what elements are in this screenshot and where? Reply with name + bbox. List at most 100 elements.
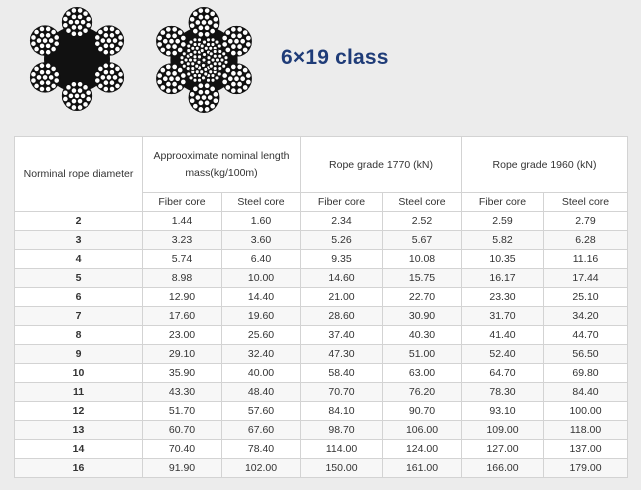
table-cell: 25.60 xyxy=(221,325,301,345)
table-cell: 3.60 xyxy=(221,230,301,250)
table-cell: 161.00 xyxy=(382,458,462,478)
table-cell: 60.70 xyxy=(142,420,222,440)
table-cell: 1.60 xyxy=(221,211,301,231)
table-cell: 98.70 xyxy=(300,420,383,440)
page-title: 6×19 class xyxy=(281,46,389,69)
cell-diameter: 12 xyxy=(14,401,143,421)
table-cell: 5.67 xyxy=(382,230,462,250)
table-cell: 12.90 xyxy=(142,287,222,307)
table-row: 9 29.10 32.40 47.30 51.00 52.40 56.50 xyxy=(14,344,628,364)
table-cell: 93.10 xyxy=(461,401,544,421)
table-cell: 23.00 xyxy=(142,325,222,345)
table-cell: 56.50 xyxy=(543,344,628,364)
subheader-1960-steel: Steel core xyxy=(543,192,628,212)
cell-diameter: 5 xyxy=(14,268,143,288)
table-cell: 118.00 xyxy=(543,420,628,440)
table-cell: 25.10 xyxy=(543,287,628,307)
cell-diameter: 16 xyxy=(14,458,143,478)
cell-diameter: 6 xyxy=(14,287,143,307)
table-row: 2 1.44 1.60 2.34 2.52 2.59 2.79 xyxy=(14,211,628,231)
rope-spec-table: Norminal rope diameter Approoximate nomi… xyxy=(14,136,628,478)
table-cell: 67.60 xyxy=(221,420,301,440)
table-cell: 28.60 xyxy=(300,306,383,326)
table-cell: 47.30 xyxy=(300,344,383,364)
table-cell: 109.00 xyxy=(461,420,544,440)
table-cell: 6.40 xyxy=(221,249,301,269)
table-cell: 90.70 xyxy=(382,401,462,421)
table-cell: 41.40 xyxy=(461,325,544,345)
table-cell: 34.20 xyxy=(543,306,628,326)
table-row: 3 3.23 3.60 5.26 5.67 5.82 6.28 xyxy=(14,230,628,250)
table-cell: 29.10 xyxy=(142,344,222,364)
table-row: 8 23.00 25.60 37.40 40.30 41.40 44.70 xyxy=(14,325,628,345)
header-diameter: Norminal rope diameter xyxy=(14,136,143,212)
table-cell: 43.30 xyxy=(142,382,222,402)
table-cell: 5.74 xyxy=(142,249,222,269)
table-cell: 84.40 xyxy=(543,382,628,402)
table-row: 7 17.60 19.60 28.60 30.90 31.70 34.20 xyxy=(14,306,628,326)
table-cell: 17.44 xyxy=(543,268,628,288)
table-cell: 51.70 xyxy=(142,401,222,421)
table-cell: 76.20 xyxy=(382,382,462,402)
table-row: 5 8.98 10.00 14.60 15.75 16.17 17.44 xyxy=(14,268,628,288)
table-cell: 10.08 xyxy=(382,249,462,269)
table-row: 6 12.90 14.40 21.00 22.70 23.30 25.10 xyxy=(14,287,628,307)
table-cell: 10.00 xyxy=(221,268,301,288)
table-cell: 6.28 xyxy=(543,230,628,250)
table-cell: 64.70 xyxy=(461,363,544,383)
table-cell: 166.00 xyxy=(461,458,544,478)
subheader-1960-fiber: Fiber core xyxy=(461,192,544,212)
table-cell: 1.44 xyxy=(142,211,222,231)
table-cell: 5.82 xyxy=(461,230,544,250)
table-cell: 114.00 xyxy=(300,439,383,459)
table-cell: 58.40 xyxy=(300,363,383,383)
table-cell: 19.60 xyxy=(221,306,301,326)
cell-diameter: 13 xyxy=(14,420,143,440)
table-cell: 3.23 xyxy=(142,230,222,250)
subheader-mass-steel: Steel core xyxy=(221,192,301,212)
table-cell: 51.00 xyxy=(382,344,462,364)
table-cell: 78.40 xyxy=(221,439,301,459)
cell-diameter: 9 xyxy=(14,344,143,364)
table-cell: 44.70 xyxy=(543,325,628,345)
table-row: 4 5.74 6.40 9.35 10.08 10.35 11.16 xyxy=(14,249,628,269)
table-cell: 124.00 xyxy=(382,439,462,459)
table-cell: 17.60 xyxy=(142,306,222,326)
table-body: 2 1.44 1.60 2.34 2.52 2.59 2.79 3 3.23 3.60 5.26 5.… xyxy=(14,211,628,478)
table-cell: 21.00 xyxy=(300,287,383,307)
table-cell: 2.79 xyxy=(543,211,628,231)
table-cell: 9.35 xyxy=(300,249,383,269)
header: 6×19 class xyxy=(0,0,641,134)
table-cell: 2.52 xyxy=(382,211,462,231)
cell-diameter: 11 xyxy=(14,382,143,402)
wire-rope-steel-core-icon xyxy=(156,7,252,113)
table-cell: 5.26 xyxy=(300,230,383,250)
table-row: 12 51.70 57.60 84.10 90.70 93.10 100.00 xyxy=(14,401,628,421)
table-cell: 84.10 xyxy=(300,401,383,421)
header-grade-1770: Rope grade 1770 (kN) xyxy=(300,136,462,193)
cell-diameter: 14 xyxy=(14,439,143,459)
cell-diameter: 7 xyxy=(14,306,143,326)
table-row: 16 91.90 102.00 150.00 161.00 166.00 179.00 xyxy=(14,458,628,478)
cell-diameter: 4 xyxy=(14,249,143,269)
table-cell: 30.90 xyxy=(382,306,462,326)
cell-diameter: 3 xyxy=(14,230,143,250)
table-cell: 150.00 xyxy=(300,458,383,478)
table-cell: 127.00 xyxy=(461,439,544,459)
table-cell: 31.70 xyxy=(461,306,544,326)
table-cell: 40.00 xyxy=(221,363,301,383)
table-row: 10 35.90 40.00 58.40 63.00 64.70 69.80 xyxy=(14,363,628,383)
table-cell: 78.30 xyxy=(461,382,544,402)
table-cell: 70.70 xyxy=(300,382,383,402)
table-row: 11 43.30 48.40 70.70 76.20 78.30 84.40 xyxy=(14,382,628,402)
table-cell: 52.40 xyxy=(461,344,544,364)
table-cell: 16.17 xyxy=(461,268,544,288)
subheader-1770-steel: Steel core xyxy=(382,192,462,212)
table-cell: 179.00 xyxy=(543,458,628,478)
table-cell: 91.90 xyxy=(142,458,222,478)
table-cell: 14.60 xyxy=(300,268,383,288)
cell-diameter: 8 xyxy=(14,325,143,345)
subheader-mass-fiber: Fiber core xyxy=(142,192,222,212)
table-cell: 14.40 xyxy=(221,287,301,307)
table-cell: 2.59 xyxy=(461,211,544,231)
